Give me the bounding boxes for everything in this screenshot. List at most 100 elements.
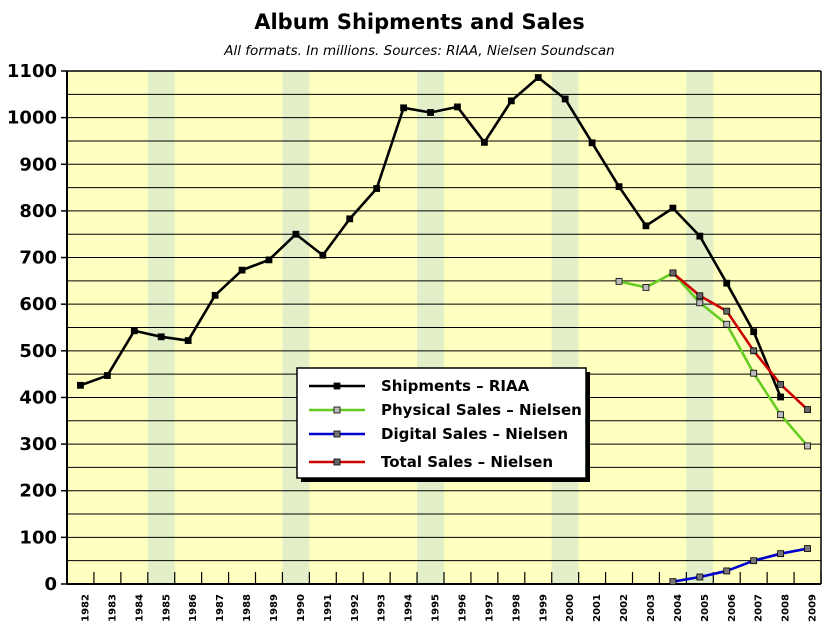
data-point	[750, 369, 758, 377]
data-point	[561, 95, 569, 103]
series-markers-2	[669, 545, 811, 586]
data-point	[534, 74, 542, 81]
legend: Shipments – RIAA Physical Sales – Nielsen…	[296, 367, 590, 482]
legend-swatch-marker	[333, 430, 341, 438]
legend-label: Total Sales – Nielsen	[381, 453, 553, 471]
x-tick-label: 1982	[80, 594, 91, 622]
data-point	[480, 138, 488, 146]
data-point	[292, 230, 300, 238]
legend-swatch-marker	[333, 382, 341, 390]
legend-entry-1: Physical Sales – Nielsen	[309, 401, 582, 419]
data-point	[750, 347, 758, 355]
x-tick-label: 1987	[215, 594, 226, 622]
data-point	[696, 292, 704, 300]
y-tick-label: 0	[44, 574, 57, 595]
data-point	[642, 283, 650, 291]
series-3	[672, 271, 809, 411]
series-line	[618, 271, 809, 447]
series-layer	[77, 74, 811, 586]
legend-swatch-marker	[333, 458, 341, 466]
y-tick-label: 1000	[7, 108, 57, 129]
x-tick-label: 2003	[646, 594, 657, 622]
legend-swatch-marker	[333, 406, 341, 414]
data-point	[615, 277, 623, 285]
data-point	[777, 411, 785, 419]
gridlines	[67, 93, 821, 562]
series-markers-0	[77, 74, 785, 401]
data-point	[723, 307, 731, 315]
data-point	[427, 109, 434, 116]
x-tick-label: 2008	[781, 594, 792, 622]
x-tick-label: 1989	[269, 594, 280, 622]
chart-subtitle: All formats. In millions. Sources: RIAA,…	[224, 43, 615, 59]
y-tick-label: 900	[19, 154, 57, 175]
x-tick-label: 1999	[538, 594, 549, 622]
data-point	[777, 550, 785, 558]
y-tick-label: 600	[19, 294, 57, 315]
data-point	[238, 266, 246, 274]
legend-entry-3: Total Sales – Nielsen	[309, 453, 553, 471]
data-point	[642, 222, 650, 230]
x-tick-label: 2000	[565, 594, 576, 622]
chart-title: Album Shipments and Sales	[254, 10, 585, 34]
data-point	[103, 372, 111, 379]
y-tick-label: 400	[19, 387, 57, 408]
x-tick-label: 2006	[727, 594, 738, 622]
x-tick-label: 1992	[350, 594, 361, 622]
data-point	[723, 320, 731, 328]
x-tick-label: 1993	[377, 594, 388, 622]
y-tick-label: 700	[19, 248, 57, 269]
series-2	[672, 547, 808, 583]
x-tick-label: 1990	[296, 594, 307, 622]
data-point	[804, 406, 811, 413]
series-1	[618, 271, 809, 447]
data-point	[211, 291, 219, 299]
data-point	[346, 215, 354, 223]
x-axis-ticks: 1982 1983 1984 1985 1986 1987 1988 1989 1990 1991…	[66, 572, 822, 622]
legend-entry-2: Digital Sales – Nielsen	[309, 425, 568, 443]
y-tick-label: 1100	[7, 61, 57, 82]
data-point	[507, 97, 515, 105]
x-tick-label: 1997	[484, 594, 495, 622]
legend-label: Shipments – RIAA	[381, 377, 530, 395]
y-tick-label: 200	[19, 481, 57, 502]
data-point	[319, 251, 327, 259]
data-point	[696, 573, 704, 581]
x-tick-label: 1998	[511, 594, 522, 622]
x-tick-label: 1988	[242, 594, 253, 622]
y-tick-label: 500	[19, 341, 57, 362]
x-tick-label: 1985	[161, 594, 172, 622]
x-tick-label: 1995	[431, 594, 442, 622]
series-line	[672, 271, 809, 411]
x-tick-label: 1983	[107, 594, 118, 622]
x-tick-label: 2002	[619, 594, 630, 622]
y-tick-label: 300	[19, 434, 57, 455]
y-axis-ticks: 0 100 200 300 400 500 600 700 800 900 1000 1100	[7, 61, 67, 595]
series-markers-3	[669, 269, 811, 413]
data-point	[804, 442, 811, 450]
data-point	[669, 204, 677, 212]
y-tick-label: 100	[19, 527, 57, 548]
x-tick-label: 2007	[754, 594, 765, 622]
data-point	[750, 557, 758, 565]
x-tick-label: 2009	[808, 594, 819, 622]
data-point	[750, 328, 758, 336]
x-tick-label: 1991	[323, 594, 334, 622]
data-point	[696, 232, 704, 240]
data-point	[669, 269, 677, 277]
x-tick-label: 1984	[134, 594, 145, 622]
data-point	[157, 333, 165, 341]
data-point	[588, 139, 596, 147]
x-tick-label: 2004	[673, 594, 684, 622]
legend-label: Physical Sales – Nielsen	[381, 401, 582, 419]
x-tick-label: 1996	[457, 594, 468, 622]
data-point	[777, 380, 785, 388]
data-point	[723, 567, 731, 575]
data-point	[265, 256, 273, 264]
x-tick-label: 2005	[700, 594, 711, 622]
y-tick-label: 800	[19, 201, 57, 222]
legend-label: Digital Sales – Nielsen	[381, 425, 568, 443]
data-point	[723, 279, 731, 287]
x-tick-label: 1994	[404, 594, 415, 622]
